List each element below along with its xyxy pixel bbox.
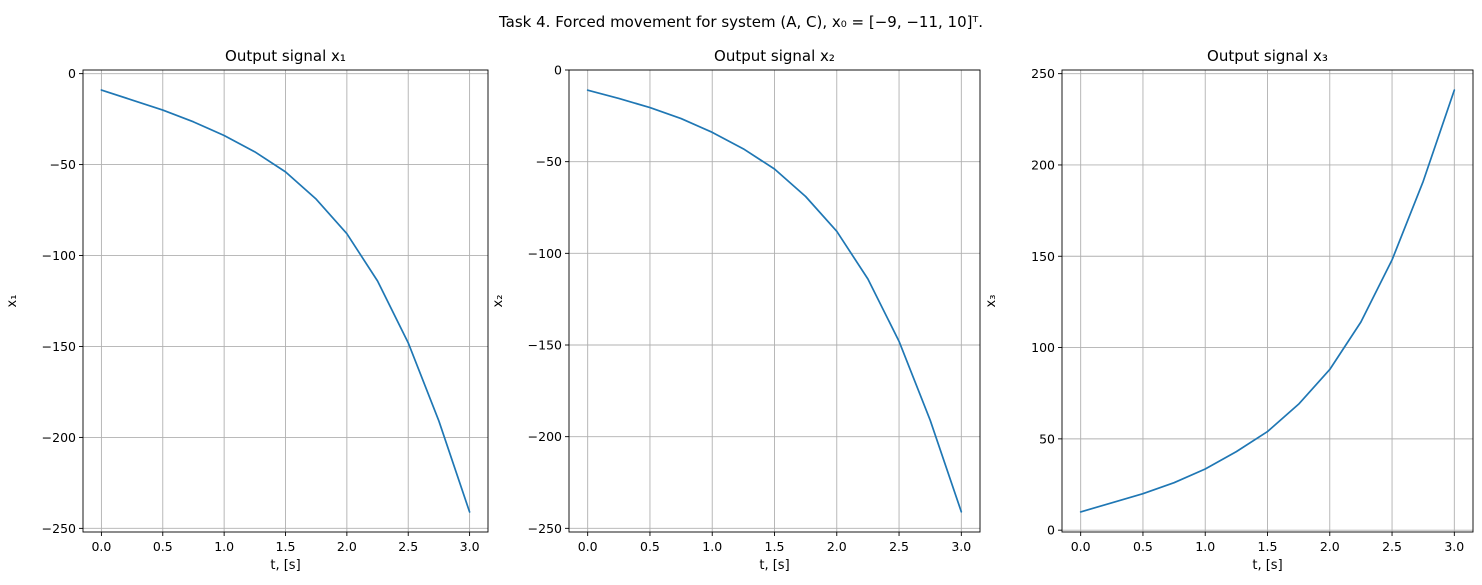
x-tick-label: 1.0 bbox=[1195, 539, 1215, 554]
y-tick-label: 250 bbox=[1031, 66, 1055, 81]
x-tick-label: 3.0 bbox=[460, 539, 480, 554]
x-tick-label: 3.0 bbox=[1444, 539, 1464, 554]
subplot-title: Output signal x₂ bbox=[714, 47, 835, 65]
x-tick-label: 2.0 bbox=[1320, 539, 1340, 554]
y-tick-label: 0 bbox=[554, 63, 562, 78]
x-tick-label: 1.5 bbox=[276, 539, 296, 554]
subplots: 0.0 0.5 1.0 1.5 2.0 2.5 3.0 0 −50 −100 −150 −200 −25… bbox=[5, 47, 1474, 573]
y-tick-label: −200 bbox=[42, 430, 76, 445]
y-tick-label: 0 bbox=[1047, 523, 1055, 538]
x-axis-label: t, [s] bbox=[270, 558, 300, 573]
y-tick-label: −250 bbox=[528, 521, 562, 536]
x-tick-label: 0.5 bbox=[153, 539, 173, 554]
subplot-2: 0.0 0.5 1.0 1.5 2.0 2.5 3.0 0 −50 −100 −150 −200 −25… bbox=[491, 47, 981, 573]
y-tick-label: −250 bbox=[42, 521, 76, 536]
x-tick-label: 0.0 bbox=[91, 539, 111, 554]
y-tick-label: −100 bbox=[42, 248, 76, 263]
x-tick-label: 1.0 bbox=[214, 539, 234, 554]
x-tick-label: 2.5 bbox=[398, 539, 418, 554]
subplot-3: 0.0 0.5 1.0 1.5 2.0 2.5 3.0 0 50 100 150 200 250 Outp… bbox=[984, 47, 1474, 573]
x-tick-label: 3.0 bbox=[951, 539, 971, 554]
y-tick-label: 50 bbox=[1039, 431, 1055, 446]
y-tick-label: 150 bbox=[1031, 249, 1055, 264]
x-tick-label: 1.0 bbox=[702, 539, 722, 554]
y-tick-label: −100 bbox=[528, 246, 562, 261]
y-tick-label: −200 bbox=[528, 429, 562, 444]
x-tick-label: 1.5 bbox=[765, 539, 785, 554]
y-tick-label: −50 bbox=[50, 157, 76, 172]
series-line bbox=[100, 89, 471, 513]
x-tick-label: 2.0 bbox=[827, 539, 847, 554]
series-line bbox=[586, 89, 963, 513]
x-tick-label: 0.0 bbox=[578, 539, 598, 554]
x-axis-label: t, [s] bbox=[759, 558, 789, 573]
x-tick-label: 2.5 bbox=[1382, 539, 1402, 554]
subplot-title: Output signal x₁ bbox=[225, 47, 346, 65]
y-axis-label: x₁ bbox=[5, 295, 20, 308]
y-tick-label: 200 bbox=[1031, 157, 1055, 172]
series-line bbox=[1079, 89, 1456, 513]
y-tick-label: −50 bbox=[536, 154, 562, 169]
x-tick-label: 0.0 bbox=[1071, 539, 1091, 554]
y-tick-label: 0 bbox=[68, 66, 76, 81]
x-tick-label: 1.5 bbox=[1258, 539, 1278, 554]
x-tick-label: 0.5 bbox=[640, 539, 660, 554]
x-axis-label: t, [s] bbox=[1252, 558, 1282, 573]
subplot-1: 0.0 0.5 1.0 1.5 2.0 2.5 3.0 0 −50 −100 −150 −200 −25… bbox=[5, 47, 489, 573]
x-tick-label: 2.5 bbox=[889, 539, 909, 554]
y-tick-label: 100 bbox=[1031, 340, 1055, 355]
y-axis-label: x₃ bbox=[984, 295, 999, 308]
y-tick-label: −150 bbox=[528, 338, 562, 353]
subplot-title: Output signal x₃ bbox=[1207, 47, 1328, 65]
x-tick-label: 2.0 bbox=[337, 539, 357, 554]
x-tick-label: 0.5 bbox=[1133, 539, 1153, 554]
figure-title: Task 4. Forced movement for system (A, C… bbox=[498, 13, 983, 31]
y-tick-label: −150 bbox=[42, 339, 76, 354]
y-axis-label: x₂ bbox=[491, 295, 506, 308]
